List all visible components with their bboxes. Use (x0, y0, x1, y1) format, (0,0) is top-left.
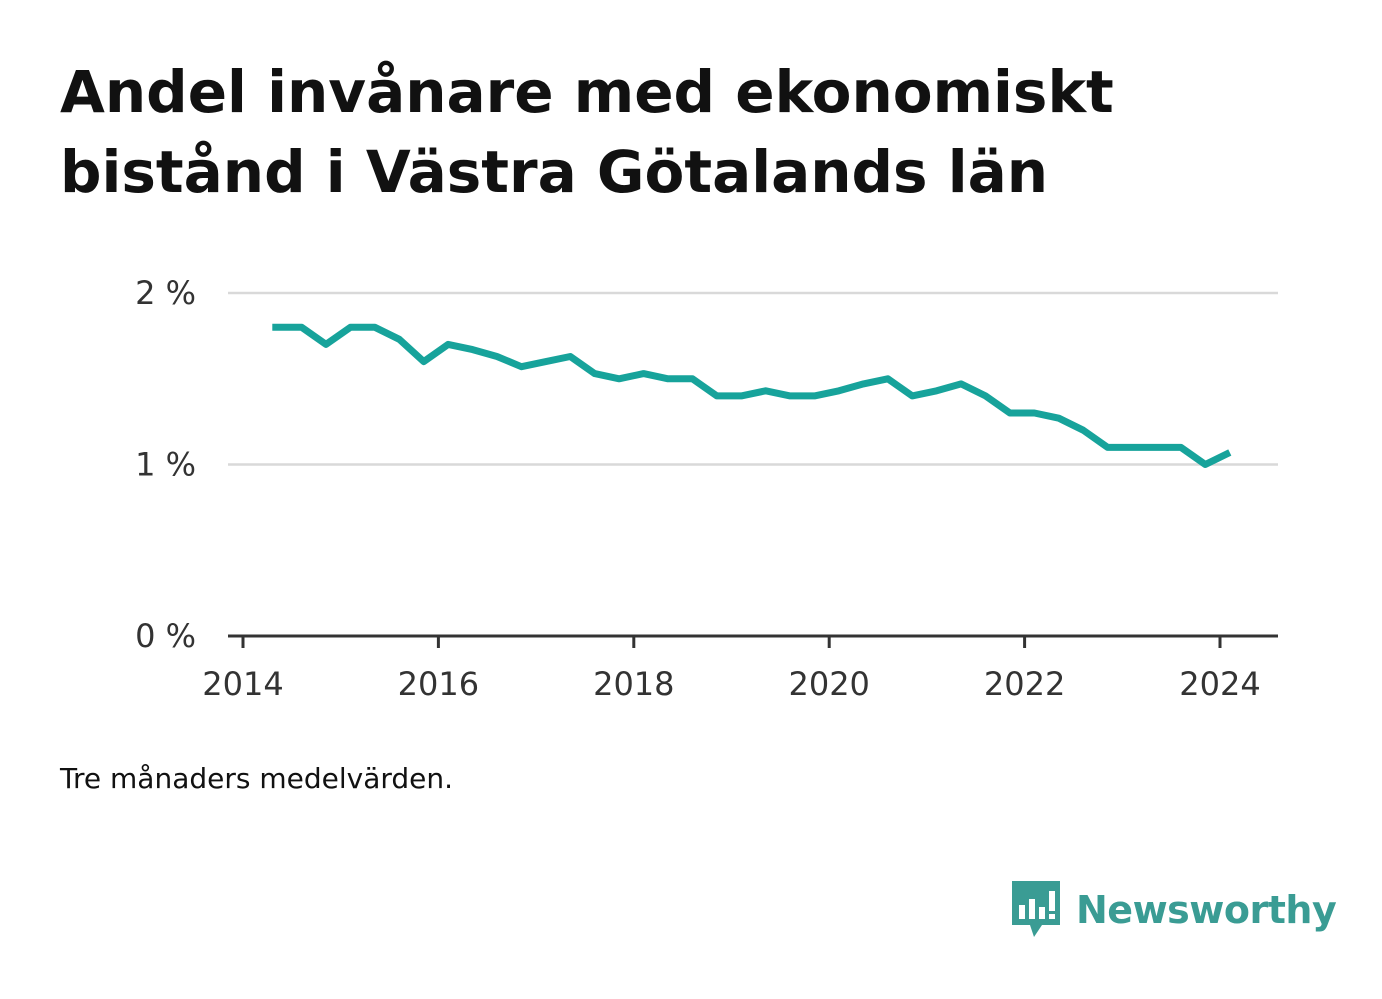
brand-logo: Newsworthy (1010, 878, 1337, 942)
y-tick-label-1: 1 % (135, 446, 196, 484)
footnote: Tre månaders medelvärden. (60, 762, 454, 795)
newsworthy-logo-icon (1012, 881, 1060, 937)
y-tick-label-2: 2 % (135, 274, 196, 312)
series-layer (272, 323, 1232, 468)
line-chart: 0 % 1 % 2 % 2014 2016 2018 2020 2022 2024 (135, 274, 1278, 703)
series-line-0 (272, 323, 1232, 468)
x-axis (228, 634, 1278, 648)
x-tick-label-1: 2016 (398, 665, 479, 703)
chart-title: Andel invånare med ekonomiskt bistånd i … (60, 52, 1320, 212)
gridlines (228, 291, 1278, 466)
brand-name: Newsworthy (1076, 888, 1337, 932)
y-axis-tick-labels: 0 % 1 % 2 % (135, 274, 196, 655)
x-tick-label-5: 2024 (1179, 665, 1260, 703)
chart-title-line-1: Andel invånare med ekonomiskt (60, 58, 1114, 126)
y-tick-label-0: 0 % (135, 617, 196, 655)
x-axis-tick-labels: 2014 2016 2018 2020 2022 2024 (202, 665, 1260, 703)
x-tick-label-2: 2018 (593, 665, 674, 703)
x-tick-label-3: 2020 (788, 665, 869, 703)
x-tick-label-0: 2014 (202, 665, 283, 703)
x-tick-label-4: 2022 (984, 665, 1065, 703)
chart-title-line-2: bistånd i Västra Götalands län (60, 138, 1049, 206)
